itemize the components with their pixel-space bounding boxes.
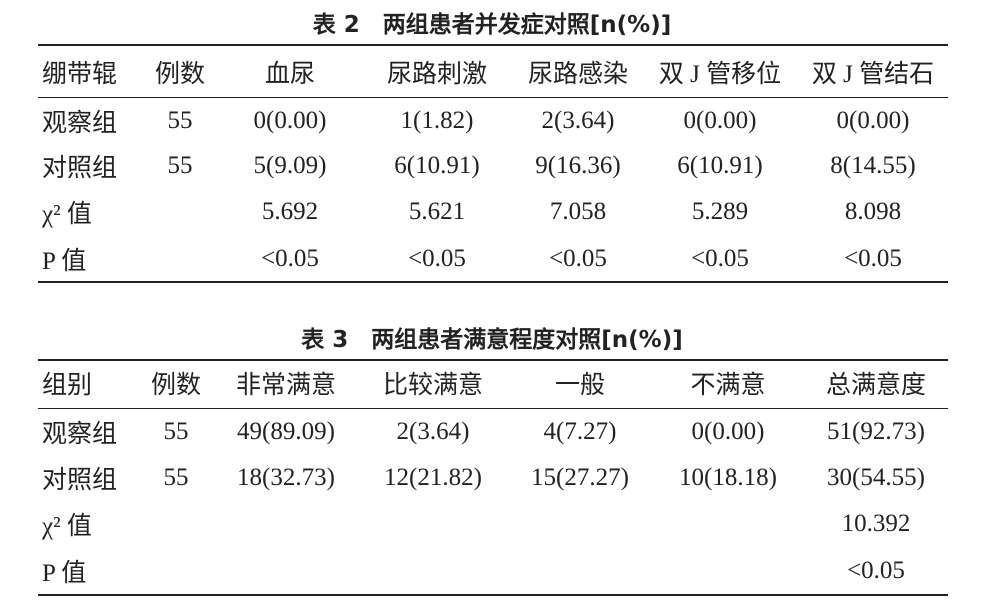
table-cell: 0(0.00) — [836, 107, 910, 134]
table-cell: 2(3.64) — [396, 418, 470, 445]
table-cell: 12(21.82) — [384, 464, 482, 491]
table-cell: <0.05 — [844, 245, 902, 272]
table-cell: 观察组 — [42, 110, 118, 137]
table-rule — [38, 359, 948, 361]
table-cell: 55 — [167, 107, 193, 134]
table-cell: <0.05 — [847, 557, 905, 584]
table-cell: 55 — [167, 152, 193, 179]
column-header: 比较满意 — [382, 372, 484, 399]
table-cell: P 值 — [42, 248, 87, 275]
table-cell: 0(0.00) — [253, 107, 327, 134]
column-header: 一般 — [554, 372, 606, 399]
table-cell: 7.058 — [549, 198, 607, 225]
table-cell: 51(92.73) — [827, 418, 925, 445]
table-cell: 5(9.09) — [253, 152, 327, 179]
table-cell: 观察组 — [42, 421, 118, 448]
table-cell: P 值 — [42, 560, 87, 587]
table-cell: <0.05 — [549, 245, 607, 272]
table-cell: 15(27.27) — [531, 464, 629, 491]
column-header: 绷带辊 — [42, 61, 118, 88]
column-header: 尿路刺激 — [386, 61, 488, 88]
table-cell: 2(3.64) — [541, 107, 615, 134]
table-cell: 5.621 — [408, 198, 466, 225]
column-header: 例数 — [154, 61, 206, 88]
table-cell: 10.392 — [841, 510, 911, 537]
table-cell: 6(10.91) — [394, 152, 480, 179]
column-header: 例数 — [150, 372, 202, 399]
table-rule — [38, 594, 948, 596]
table-cell: 0(0.00) — [691, 418, 765, 445]
column-header: 总满意度 — [825, 372, 927, 399]
table-cell: 1(1.82) — [400, 107, 474, 134]
column-header: 组别 — [42, 372, 93, 399]
table-cell: 55 — [163, 464, 189, 491]
table-cell: 5.692 — [261, 198, 319, 225]
table-cell: 9(16.36) — [535, 152, 621, 179]
table-cell: 对照组 — [42, 467, 118, 494]
table-cell: <0.05 — [691, 245, 749, 272]
column-header: 尿路感染 — [527, 61, 629, 88]
table-rule — [38, 44, 948, 46]
table-rule — [38, 281, 948, 283]
table-cell: 8(14.55) — [830, 152, 916, 179]
table-cell: 30(54.55) — [827, 464, 925, 491]
column-header: 非常满意 — [235, 372, 337, 399]
table-rule — [38, 97, 948, 98]
table-cell: <0.05 — [261, 245, 319, 272]
table-cell: 49(89.09) — [237, 418, 335, 445]
table-cell: χ² 值 — [42, 513, 92, 540]
table-rule — [38, 408, 948, 409]
column-header: 双 J 管移位 — [658, 61, 782, 88]
table-cell: 0(0.00) — [683, 107, 757, 134]
table-cell: χ² 值 — [42, 201, 92, 228]
table-cell: 6(10.91) — [677, 152, 763, 179]
table-title: 表 2 两组患者并发症对照[n(%)] — [312, 12, 672, 38]
table-cell: 5.289 — [691, 198, 749, 225]
column-header: 双 J 管结石 — [811, 61, 935, 88]
table-title: 表 3 两组患者满意程度对照[n(%)] — [301, 327, 683, 353]
table-cell: 4(7.27) — [543, 418, 617, 445]
table-cell: 55 — [163, 418, 189, 445]
table-cell: 对照组 — [42, 155, 118, 182]
column-header: 不满意 — [690, 372, 766, 399]
table-cell: <0.05 — [408, 245, 466, 272]
table-cell: 10(18.18) — [679, 464, 777, 491]
table-cell: 18(32.73) — [237, 464, 335, 491]
column-header: 血尿 — [264, 61, 316, 88]
table-cell: 8.098 — [844, 198, 902, 225]
